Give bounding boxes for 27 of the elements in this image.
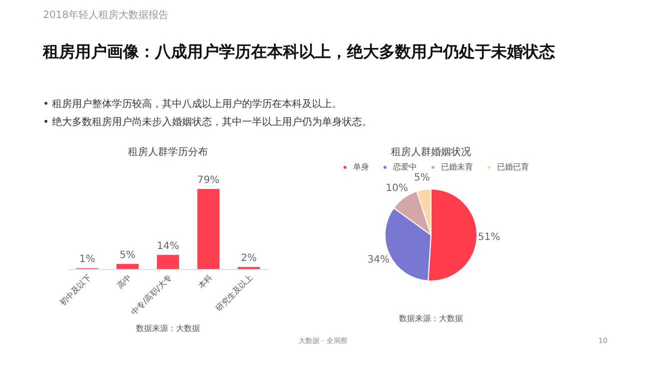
- bar: [197, 189, 220, 269]
- data-label: 1%: [79, 254, 96, 265]
- data-label: 79%: [197, 175, 220, 186]
- x-tick-label: 研究生及以上: [214, 272, 254, 314]
- data-label: 14%: [156, 240, 180, 252]
- source-note: 数据来源：大数据: [399, 314, 463, 323]
- source-note: 数据来源：大数据: [136, 324, 200, 333]
- x-tick-label: 初中及以下: [58, 272, 93, 308]
- legend-label: 恋爱中: [392, 162, 417, 172]
- chart-title: 租房人群婚姻状况: [391, 146, 471, 158]
- data-label: 2%: [240, 252, 257, 264]
- data-label: 5%: [414, 172, 430, 184]
- text: 2018年轻人租房大数据报告: [43, 9, 168, 21]
- text: • 租房用户整体学历较高，其中八成以上用户的学历在本科及以上。: [43, 98, 342, 110]
- x-tick-label: 本科: [196, 272, 214, 290]
- text: • 绝大多数租房用户尚未步入婚姻状态，其中一半以上用户仍为单身状态。: [43, 116, 372, 128]
- data-label: 5%: [120, 250, 136, 261]
- bar: [156, 254, 180, 269]
- chart-title: 租房人群学历分布: [128, 146, 208, 158]
- legend-label: 已婚未育: [441, 162, 473, 172]
- data-label: 10%: [386, 183, 408, 194]
- legend-label: 单身: [353, 162, 369, 172]
- legend-label: 已婚已育: [497, 162, 529, 172]
- text: 租房用户画像：八成用户学历在本科以上，绝大多数用户仍处于未婚状态: [42, 42, 555, 61]
- bar: [116, 264, 139, 269]
- data-label: 51%: [478, 232, 500, 243]
- data-label: 34%: [367, 254, 390, 266]
